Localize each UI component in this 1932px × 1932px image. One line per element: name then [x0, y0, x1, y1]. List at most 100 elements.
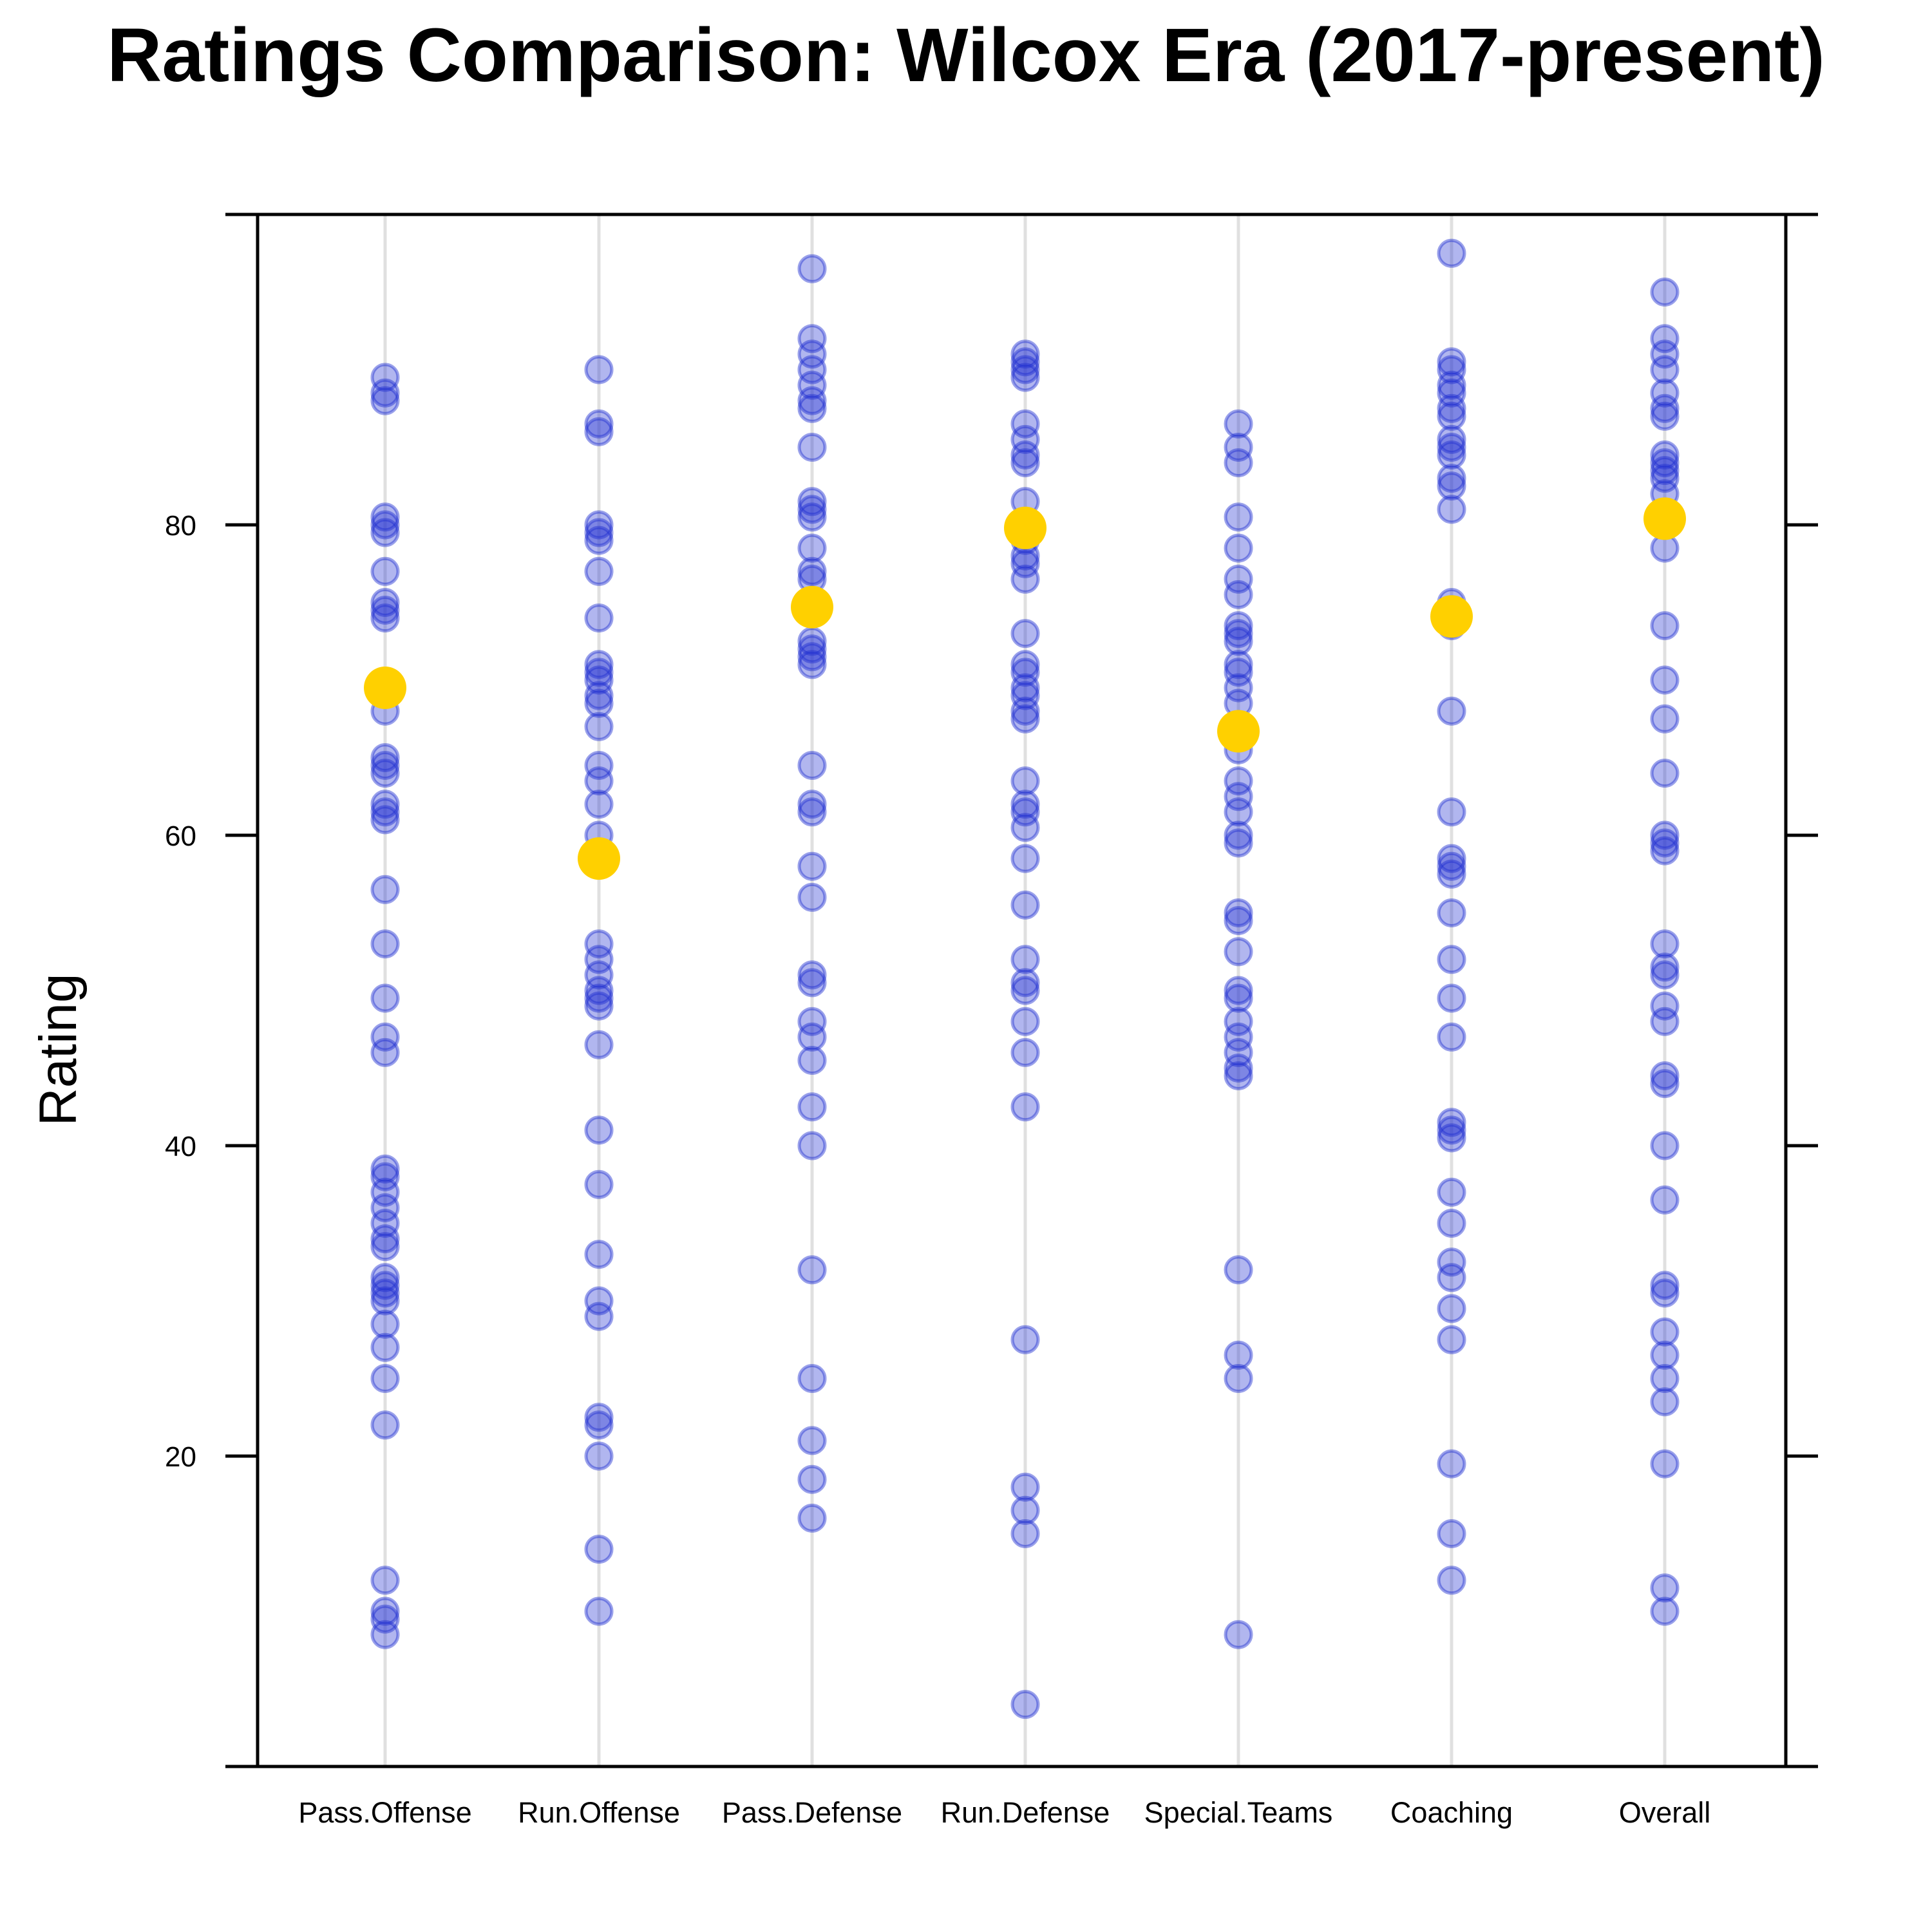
rating-point — [370, 1364, 400, 1393]
rating-point — [1224, 533, 1253, 563]
rating-point — [1010, 945, 1040, 974]
rating-point — [797, 433, 827, 462]
mean-point — [1430, 595, 1473, 638]
rating-point — [1224, 502, 1253, 532]
rating-point — [1437, 851, 1466, 881]
rating-point — [370, 1620, 400, 1649]
plot-frame — [256, 213, 1788, 1768]
rating-point — [370, 596, 400, 625]
rating-point — [370, 790, 400, 819]
rating-point — [1010, 844, 1040, 873]
rating-point — [797, 634, 827, 664]
rating-point — [1224, 797, 1253, 827]
rating-point — [1650, 456, 1680, 486]
rating-point — [584, 712, 614, 741]
rating-point — [1010, 549, 1040, 578]
rating-point — [584, 556, 614, 586]
rating-point — [1224, 1037, 1253, 1067]
mean-point — [578, 837, 620, 880]
rating-point — [370, 1596, 400, 1626]
rating-point — [1437, 1263, 1466, 1293]
category-label: Run.Defense — [941, 1796, 1110, 1829]
rating-point — [1650, 440, 1680, 469]
rating-point — [370, 363, 400, 392]
rating-point — [1650, 665, 1680, 695]
rating-point — [370, 510, 400, 540]
rating-point — [370, 983, 400, 1013]
mean-point — [1217, 710, 1260, 753]
rating-point — [1650, 1061, 1680, 1090]
rating-point — [1224, 658, 1253, 687]
rating-point — [370, 1410, 400, 1440]
rating-point — [584, 1441, 614, 1471]
rating-point — [1224, 937, 1253, 967]
rating-point — [1650, 952, 1680, 982]
rating-point — [370, 518, 400, 547]
rating-point — [797, 386, 827, 415]
rating-point — [1650, 704, 1680, 734]
rating-point — [370, 1154, 400, 1184]
rating-point — [584, 417, 614, 446]
rating-point — [1437, 355, 1466, 384]
rating-point — [797, 642, 827, 672]
rating-point — [1437, 1325, 1466, 1354]
rating-point — [797, 339, 827, 369]
rating-point — [1437, 1566, 1466, 1595]
rating-point — [1437, 1294, 1466, 1323]
chart-title: Ratings Comparison: Wilcox Era (2017-pre… — [107, 13, 1825, 98]
rating-point — [1650, 1317, 1680, 1347]
rating-point — [1650, 448, 1680, 478]
rating-point — [797, 495, 827, 524]
rating-point — [1437, 495, 1466, 524]
rating-point — [370, 1332, 400, 1362]
rating-point — [1650, 1387, 1680, 1417]
rating-point — [1437, 1022, 1466, 1052]
rating-point — [1010, 339, 1040, 369]
rating-point — [1650, 1069, 1680, 1099]
rating-point — [797, 790, 827, 819]
rating-point — [1224, 1007, 1253, 1036]
rating-points — [370, 238, 1680, 1719]
rating-point — [1437, 859, 1466, 889]
rating-point — [584, 510, 614, 540]
rating-point — [1010, 1037, 1040, 1067]
rating-point — [797, 1046, 827, 1075]
rating-point — [584, 603, 614, 633]
rating-point — [584, 518, 614, 547]
rating-point — [1437, 1123, 1466, 1153]
rating-point — [584, 1596, 614, 1626]
rating-point — [370, 1037, 400, 1067]
rating-point — [584, 355, 614, 384]
rating-point — [370, 797, 400, 827]
rating-point — [584, 1115, 614, 1145]
rating-point — [1010, 347, 1040, 377]
rating-point — [1224, 1364, 1253, 1393]
rating-point — [1650, 355, 1680, 384]
rating-point — [1010, 890, 1040, 920]
rating-point — [370, 805, 400, 835]
rating-point — [1010, 1007, 1040, 1036]
rating-point — [1437, 1519, 1466, 1548]
rating-point — [584, 409, 614, 439]
rating-point — [584, 526, 614, 555]
rating-point — [1650, 324, 1680, 354]
rating-point — [584, 688, 614, 718]
rating-point — [1650, 378, 1680, 408]
rating-point — [584, 658, 614, 687]
rating-point — [797, 1364, 827, 1393]
rating-point — [370, 603, 400, 633]
rating-point — [1224, 820, 1253, 850]
rating-point — [797, 1131, 827, 1160]
rating-point — [797, 1503, 827, 1533]
rating-point — [1010, 813, 1040, 842]
rating-point — [584, 1403, 614, 1432]
rating-point — [1650, 759, 1680, 788]
rating-point — [1437, 347, 1466, 377]
rating-point — [1224, 627, 1253, 656]
rating-point — [1224, 1022, 1253, 1052]
rating-point — [1437, 471, 1466, 501]
rating-point — [370, 378, 400, 408]
rating-point — [584, 1286, 614, 1316]
rating-point — [1650, 836, 1680, 866]
mean-point — [364, 667, 406, 709]
